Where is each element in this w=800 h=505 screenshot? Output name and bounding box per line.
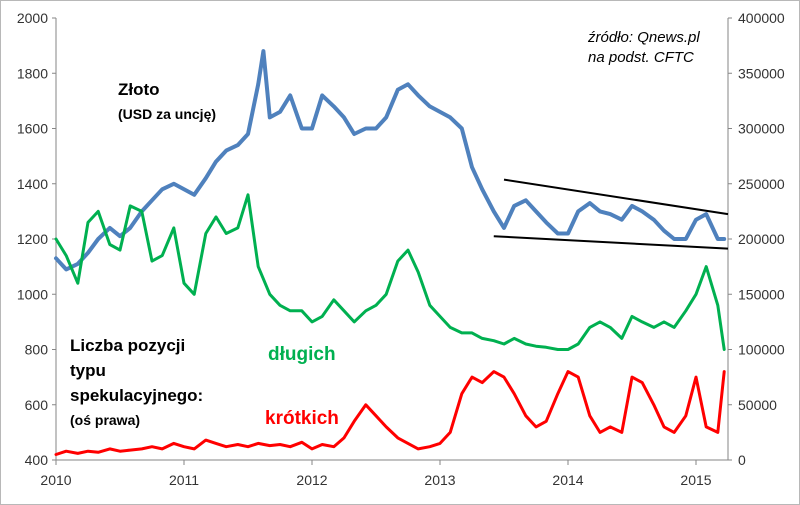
left-tick-label: 1200 xyxy=(17,231,48,247)
positions-line-1: Liczba pozycji xyxy=(70,336,186,355)
trend-line-lower xyxy=(493,235,729,250)
short-positions-label: krótkich xyxy=(265,408,339,429)
right-tick-label: 0 xyxy=(738,452,746,468)
trend-line-upper xyxy=(503,178,729,216)
source-note: źródło: Qnews.pl na podst. CFTC xyxy=(588,28,700,68)
positions-label: Liczba pozycji typu spekulacyjnego: xyxy=(70,333,203,408)
x-axis-ticks: 2010 2011 2012 2013 2014 2015 xyxy=(40,460,712,488)
right-tick-label: 200000 xyxy=(738,231,785,247)
x-tick-label: 2012 xyxy=(296,472,327,488)
right-tick-label: 350000 xyxy=(738,65,785,81)
left-tick-label: 400 xyxy=(25,452,49,468)
x-tick-label: 2015 xyxy=(680,472,711,488)
gold-title: Złoto xyxy=(118,80,160,99)
series-layer xyxy=(54,49,727,456)
x-tick-label: 2010 xyxy=(40,472,71,488)
gold-price-line xyxy=(54,49,727,272)
long-positions-line xyxy=(54,193,726,351)
left-tick-label: 1800 xyxy=(17,65,48,81)
x-tick-label: 2011 xyxy=(169,472,199,488)
short-positions-line xyxy=(54,370,726,456)
source-line-1: źródło: Qnews.pl xyxy=(588,29,700,46)
source-line-2: na podst. CFTC xyxy=(588,49,694,66)
positions-line-3: spekulacyjnego: xyxy=(70,386,204,405)
left-tick-label: 1600 xyxy=(17,121,48,137)
right-tick-label: 100000 xyxy=(738,342,785,358)
x-tick-label: 2013 xyxy=(424,472,455,488)
right-tick-label: 50000 xyxy=(738,397,777,413)
right-tick-label: 400000 xyxy=(738,10,785,26)
right-tick-label: 250000 xyxy=(738,176,785,192)
positions-axis-note: (oś prawa) xyxy=(70,412,141,428)
left-tick-label: 800 xyxy=(25,342,49,358)
left-tick-label: 2000 xyxy=(17,10,48,26)
right-axis-ticks: 0 50000 100000 150000 200000 250000 300000 3500… xyxy=(728,10,785,468)
left-tick-label: 600 xyxy=(25,397,49,413)
positions-line-2: typu xyxy=(70,361,106,380)
left-tick-label: 1400 xyxy=(17,176,48,192)
left-tick-label: 1000 xyxy=(17,286,48,302)
right-tick-label: 150000 xyxy=(738,286,785,302)
x-tick-label: 2014 xyxy=(552,472,583,488)
trend-channel xyxy=(493,178,729,250)
long-positions-label: długich xyxy=(268,344,336,365)
left-axis-ticks: 400 600 800 1000 1200 1400 1600 1800 2000 xyxy=(17,10,56,468)
right-tick-label: 300000 xyxy=(738,121,785,137)
gold-unit-label: (USD za uncję) xyxy=(118,106,217,122)
